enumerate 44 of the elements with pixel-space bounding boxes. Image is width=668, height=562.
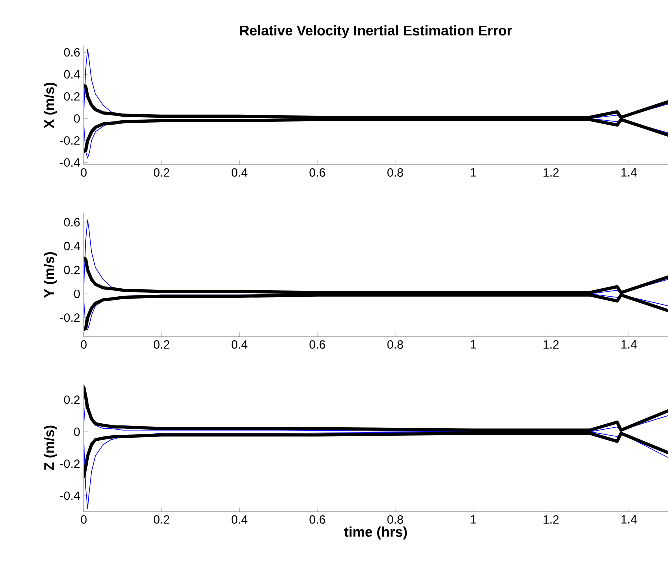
x-tick-label: 0.8 (388, 340, 404, 349)
x-tick-label: 0.2 (154, 516, 170, 524)
x-tick-label: 0.6 (310, 340, 326, 349)
x-tick-label: 0.4 (232, 168, 248, 177)
x-tick-label: 0.6 (310, 168, 326, 177)
x-tick-label: 0.2 (154, 168, 170, 177)
x-tick-label: 1 (470, 340, 476, 349)
chart-title: Relative Velocity Inertial Estimation Error (240, 25, 512, 38)
x-tick-label: 0.2 (154, 340, 170, 349)
x-tick-label: 1.4 (622, 516, 638, 524)
x-tick-label: 0 (81, 516, 87, 524)
y-tick-label: -0.2 (60, 460, 80, 468)
y-axis-title: X (m/s) (44, 82, 58, 129)
y-axis-title: Z (m/s) (44, 426, 58, 470)
x-tick-label: 1 (470, 168, 476, 177)
y-tick-label: -0.2 (60, 314, 80, 322)
x-tick-label: 0.8 (388, 168, 404, 177)
x-tick-label: 0.6 (310, 516, 326, 524)
y-tick-label: 0 (74, 114, 80, 123)
x-tick-label: 1.4 (622, 340, 638, 349)
x-tick-label: 0.4 (232, 340, 248, 349)
x-tick-label: 1.2 (544, 340, 559, 349)
x-tick-label: 1.2 (544, 516, 559, 524)
y-tick-label: 0.4 (64, 70, 80, 79)
y-tick-label: -0.2 (60, 136, 80, 145)
y-tick-label: 0.4 (64, 242, 80, 251)
y-tick-label: -0.4 (60, 158, 80, 168)
y-axis-title: Y (m/s) (44, 252, 58, 298)
y-tick-label: 0.6 (64, 48, 80, 57)
x-tick-label: 1 (470, 516, 476, 524)
x-tick-label: 0.4 (232, 516, 248, 524)
y-tick-label: 0 (74, 428, 80, 436)
x-tick-label: 1.4 (622, 168, 638, 177)
x-tick-label: 1.2 (544, 168, 559, 177)
y-tick-label: -0.4 (60, 492, 80, 500)
x-tick-label: 0 (81, 340, 87, 349)
x-tick-label: 0.8 (388, 516, 404, 524)
y-tick-label: 0.2 (64, 92, 80, 101)
y-tick-label: 0 (74, 290, 80, 298)
y-tick-label: 0.6 (64, 218, 80, 227)
x-axis-title: time (hrs) (344, 526, 408, 540)
y-tick-label: 0.2 (64, 396, 80, 404)
y-tick-label: 0.2 (64, 266, 80, 274)
x-tick-label: 0 (81, 168, 87, 177)
